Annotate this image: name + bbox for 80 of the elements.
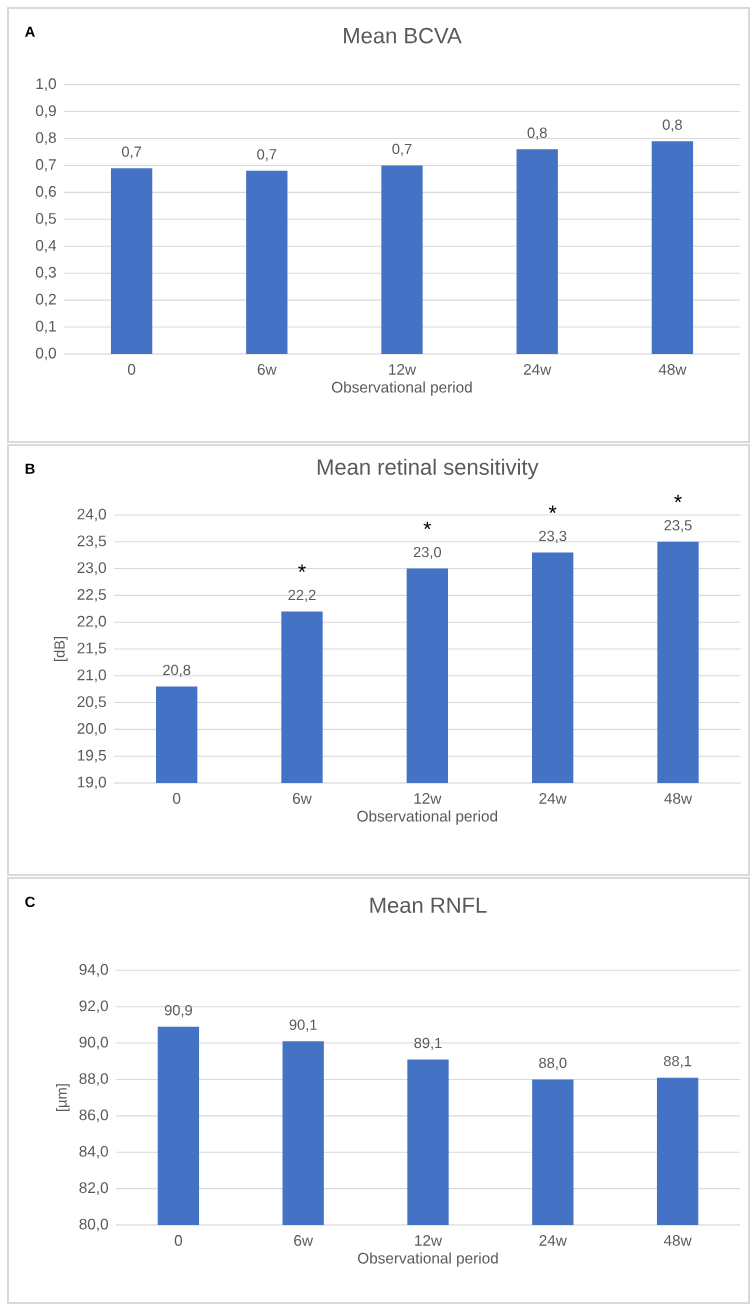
chart-title: Mean BCVA — [344, 27, 462, 44]
y-tick-label: 0,4 — [35, 239, 57, 253]
data-label: 90,9 — [164, 1005, 192, 1018]
x-tick-label: 12w — [389, 364, 417, 375]
y-tick-label: 0,3 — [35, 266, 56, 280]
x-tick-label: 6w — [257, 364, 277, 375]
annotation: * — [298, 564, 306, 573]
annotation: * — [423, 521, 432, 530]
text: B — [25, 463, 35, 474]
y-tick-label: 19,5 — [77, 749, 106, 763]
x-axis-title: Observational period — [331, 381, 472, 396]
y-tick-label: 0,8 — [35, 132, 56, 145]
y-tick-label: 94,0 — [79, 963, 109, 977]
y-tick-label: 84,0 — [79, 1145, 109, 1159]
y-tick-label: 0,2 — [35, 293, 56, 307]
bar — [110, 168, 153, 354]
chart-title: Mean retinal sensitivity — [317, 458, 539, 480]
y-tick-label: 22,0 — [77, 615, 107, 629]
x-tick-label: 48w — [664, 793, 693, 804]
data-label: 0,7 — [121, 146, 142, 159]
data-label: 23,5 — [664, 520, 692, 533]
y-tick-label: 1,0 — [36, 78, 57, 91]
y-tick-label: 22,5 — [77, 589, 106, 602]
y-tick-label: 21,5 — [77, 642, 106, 656]
x-tick-label: 6w — [294, 1235, 314, 1246]
annotation: * — [548, 505, 557, 514]
x-tick-label: 12w — [415, 1235, 443, 1246]
bar — [381, 165, 423, 354]
data-label: 0,8 — [662, 119, 682, 132]
data-label: 23,3 — [539, 530, 567, 543]
bar — [246, 170, 288, 354]
y-tick-label: 80,0 — [79, 1218, 109, 1232]
x-axis-title: Observational period — [357, 1252, 498, 1267]
x-tick-label: 24w — [523, 364, 552, 375]
y-axis-title: [dB] — [53, 636, 68, 661]
x-tick-label: 24w — [539, 793, 567, 804]
data-label: 23,0 — [413, 546, 442, 559]
annotation: * — [674, 494, 682, 503]
y-tick-label: 23,5 — [77, 535, 106, 549]
text: A — [25, 26, 35, 37]
x-tick-label: 48w — [658, 364, 687, 375]
y-tick-label: 19,0 — [77, 776, 107, 790]
data-label: 0,8 — [527, 127, 547, 140]
data-label: 88,0 — [539, 1057, 567, 1070]
y-tick-label: 92,0 — [79, 1000, 109, 1014]
data-label: 88,1 — [663, 1055, 692, 1069]
text: C — [25, 896, 35, 908]
y-tick-label: 88,0 — [79, 1073, 109, 1086]
y-tick-label: 0,0 — [35, 347, 57, 361]
y-tick-label: 23,0 — [77, 562, 107, 575]
y-tick-label: 0,5 — [35, 212, 56, 226]
data-label: 0,7 — [257, 149, 277, 162]
data-label: 90,1 — [289, 1019, 317, 1032]
x-tick-label: 0 — [173, 793, 181, 804]
data-label: 22,2 — [288, 589, 316, 602]
x-tick-label: 12w — [414, 793, 442, 804]
y-tick-label: 82,0 — [79, 1182, 109, 1195]
y-tick-label: 0,1 — [35, 320, 56, 334]
data-label: 0,7 — [392, 143, 412, 156]
data-label: 89,1 — [414, 1037, 442, 1050]
bar — [651, 141, 694, 354]
y-tick-label: 24,0 — [77, 508, 107, 522]
y-tick-label: 20,5 — [77, 696, 106, 709]
x-tick-label: 48w — [663, 1235, 692, 1246]
y-tick-label: 0,9 — [35, 105, 56, 118]
chart-title: Mean RNFL — [370, 897, 487, 913]
y-tick-label: 86,0 — [79, 1109, 109, 1123]
y-tick-label: 21,0 — [77, 669, 107, 683]
data-label: 20,8 — [163, 664, 191, 677]
x-tick-label: 6w — [292, 793, 312, 804]
x-tick-label: 24w — [539, 1235, 567, 1246]
x-tick-label: 0 — [174, 1235, 183, 1246]
x-tick-label: 0 — [127, 364, 136, 375]
y-tick-label: 20,0 — [77, 723, 107, 736]
y-tick-label: 0,6 — [35, 186, 56, 199]
bar — [516, 149, 558, 354]
y-tick-label: 0,7 — [35, 159, 56, 172]
y-tick-label: 90,0 — [79, 1036, 109, 1050]
y-axis-title: [µm] — [55, 1084, 70, 1112]
x-axis-title: Observational period — [357, 810, 498, 825]
